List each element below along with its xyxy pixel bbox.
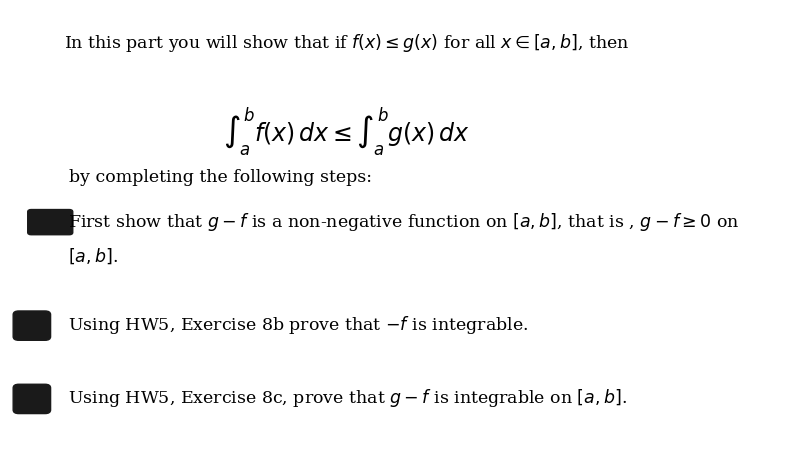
- Text: $\int_a^b f(x)\, dx \leq \int_a^b g(x)\, dx$: $\int_a^b f(x)\, dx \leq \int_a^b g(x)\,…: [223, 105, 469, 158]
- Text: First show that $g - f$ is a non-negative function on $[a, b]$, that is , $g - f: First show that $g - f$ is a non-negativ…: [68, 211, 739, 233]
- FancyBboxPatch shape: [28, 210, 73, 234]
- Text: In this part you will show that if $f(x) \leq g(x)$ for all $x \in [a, b]$, then: In this part you will show that if $f(x)…: [63, 32, 629, 54]
- Text: Using HW5, Exercise 8b prove that $-f$ is integrable.: Using HW5, Exercise 8b prove that $-f$ i…: [68, 314, 528, 336]
- FancyBboxPatch shape: [13, 311, 51, 340]
- Text: Using HW5, Exercise 8c, prove that $g - f$ is integrable on $[a, b]$.: Using HW5, Exercise 8c, prove that $g - …: [68, 387, 626, 409]
- Text: by completing the following steps:: by completing the following steps:: [69, 169, 372, 186]
- Text: $[a, b]$.: $[a, b]$.: [68, 247, 118, 266]
- FancyBboxPatch shape: [13, 384, 51, 414]
